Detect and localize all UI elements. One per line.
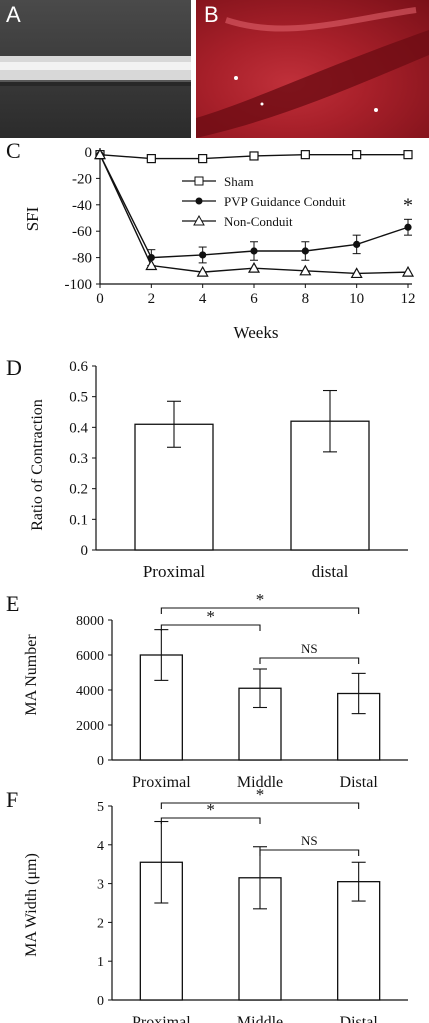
sham-point bbox=[198, 154, 208, 164]
pvp-conduit-point bbox=[147, 254, 155, 262]
non-conduit-point bbox=[350, 267, 363, 279]
panel-label-e: E bbox=[6, 591, 19, 616]
panel-label-b: B bbox=[204, 2, 219, 27]
ma-width-significance-bracket bbox=[160, 802, 360, 809]
ma-number-y-axis-label: MA Number bbox=[23, 634, 40, 716]
sfi-y-tick-label: 0 bbox=[85, 145, 93, 161]
ma-number-significance-label: * bbox=[206, 607, 215, 626]
pvp-conduit-point bbox=[250, 247, 258, 255]
ma-width-significance-bracket bbox=[160, 817, 261, 824]
ma-width-category-label: Middle bbox=[237, 1014, 283, 1023]
pvp-conduit-point bbox=[404, 223, 412, 231]
ma-width-significance-bracket bbox=[259, 849, 360, 856]
photo-panel-b: B bbox=[196, 0, 429, 138]
legend-marker-circle bbox=[195, 197, 203, 205]
ma-number-bar-chart: 0 2000 4000 6000 8000 Proximal Middle Distal * * N… bbox=[76, 590, 408, 791]
non-conduit-point bbox=[401, 265, 415, 277]
ma-width-y-tick-label: 5 bbox=[97, 800, 104, 815]
ma-width-y-tick-label: 2 bbox=[97, 916, 104, 931]
sfi-y-tick-label: -60 bbox=[72, 224, 92, 240]
panel-label-c: C bbox=[6, 138, 21, 163]
photo-panel-a: A bbox=[0, 0, 191, 138]
non-conduit-point bbox=[247, 261, 261, 273]
non-conduit-point bbox=[299, 264, 312, 276]
sfi-y-tick-label: -20 bbox=[72, 171, 92, 187]
sfi-x-tick-label: 0 bbox=[96, 291, 104, 307]
contraction-category-label: distal bbox=[312, 562, 349, 581]
sham-point bbox=[146, 154, 156, 164]
sfi-y-axis-label: SFI bbox=[23, 206, 42, 231]
sfi-y-tick-label: -40 bbox=[72, 198, 92, 214]
legend-label: Sham bbox=[224, 174, 254, 189]
contraction-y-tick-label: 0.3 bbox=[69, 451, 88, 467]
sham-point bbox=[403, 150, 413, 160]
ma-width-y-tick-label: 4 bbox=[97, 839, 104, 854]
ma-number-significance-bracket bbox=[160, 607, 360, 614]
pvp-conduit-point bbox=[353, 240, 361, 248]
legend-label: Non-Conduit bbox=[224, 214, 293, 229]
sfi-x-tick-label: 8 bbox=[302, 291, 310, 307]
panel-label-a: A bbox=[6, 2, 21, 27]
non-conduit-point bbox=[145, 259, 158, 271]
ma-number-category-label: Proximal bbox=[132, 774, 191, 791]
legend-marker-triangle bbox=[193, 214, 205, 226]
contraction-y-axis-label: Ratio of Contraction bbox=[29, 399, 46, 531]
panel-label-d: D bbox=[6, 355, 22, 380]
sfi-x-tick-label: 4 bbox=[199, 291, 207, 307]
contraction-y-tick-label: 0.6 bbox=[69, 359, 88, 375]
ma-number-significance-bracket bbox=[259, 657, 360, 664]
sfi-y-tick-label: -80 bbox=[72, 251, 92, 267]
significance-asterisk: * bbox=[403, 194, 413, 216]
ma-number-y-tick-label: 0 bbox=[97, 754, 104, 769]
sfi-y-tick-label: -100 bbox=[65, 277, 93, 293]
ma-number-y-tick-label: 8000 bbox=[76, 614, 104, 629]
ma-number-y-tick-label: 6000 bbox=[76, 649, 104, 664]
contraction-y-tick-label: 0.5 bbox=[69, 390, 88, 406]
sham-point bbox=[352, 150, 362, 160]
ma-width-significance-label: NS bbox=[301, 833, 318, 848]
ma-number-significance-label: NS bbox=[301, 641, 318, 656]
ma-number-significance-bracket bbox=[160, 624, 261, 631]
ma-number-y-tick-label: 4000 bbox=[76, 684, 104, 699]
ma-width-y-tick-label: 0 bbox=[97, 994, 104, 1009]
sfi-x-tick-label: 6 bbox=[250, 291, 258, 307]
ma-number-category-label: Middle bbox=[237, 774, 283, 791]
sham-point bbox=[249, 151, 259, 161]
non-conduit-point bbox=[196, 265, 209, 277]
contraction-category-label: Proximal bbox=[143, 562, 206, 581]
ma-width-y-tick-label: 3 bbox=[97, 878, 104, 893]
ma-width-significance-label: * bbox=[206, 800, 215, 819]
ma-number-category-label: Distal bbox=[340, 774, 379, 791]
ma-width-significance-label: * bbox=[256, 785, 265, 804]
contraction-y-tick-label: 0.4 bbox=[69, 420, 88, 436]
panel-label-f: F bbox=[6, 787, 18, 812]
ma-number-y-tick-label: 2000 bbox=[76, 719, 104, 734]
ma-width-category-label: Distal bbox=[340, 1014, 379, 1023]
sfi-x-tick-label: 2 bbox=[148, 291, 156, 307]
ma-width-category-label: Proximal bbox=[132, 1014, 191, 1023]
ma-width-bar bbox=[139, 861, 183, 1001]
pvp-conduit-point bbox=[199, 251, 207, 259]
contraction-bar-chart: 0 0.1 0.2 0.3 0.4 0.5 0.6 Proximal distal bbox=[69, 359, 408, 581]
sfi-x-tick-label: 12 bbox=[401, 291, 416, 307]
legend-marker-square bbox=[194, 176, 204, 186]
surgical-site-photo bbox=[196, 7, 429, 138]
sfi-x-axis-label: Weeks bbox=[234, 323, 279, 342]
ma-number-significance-label: * bbox=[256, 590, 265, 609]
contraction-y-tick-label: 0 bbox=[81, 543, 89, 559]
pvp-conduit-point bbox=[301, 247, 309, 255]
contraction-y-tick-label: 0.1 bbox=[69, 512, 88, 528]
ma-width-bar-chart: 0 1 2 3 4 5 Proximal Middle Distal * * NS bbox=[97, 785, 408, 1023]
ma-width-y-tick-label: 1 bbox=[97, 955, 104, 970]
contraction-y-tick-label: 0.2 bbox=[69, 482, 88, 498]
non-conduit-point bbox=[93, 148, 107, 160]
legend-label: PVP Guidance Conduit bbox=[224, 194, 346, 209]
ma-width-y-axis-label: MA Width (μm) bbox=[23, 853, 40, 957]
nerve-conduit-photo bbox=[0, 56, 191, 86]
sfi-x-tick-label: 10 bbox=[349, 291, 364, 307]
sham-point bbox=[300, 150, 310, 160]
